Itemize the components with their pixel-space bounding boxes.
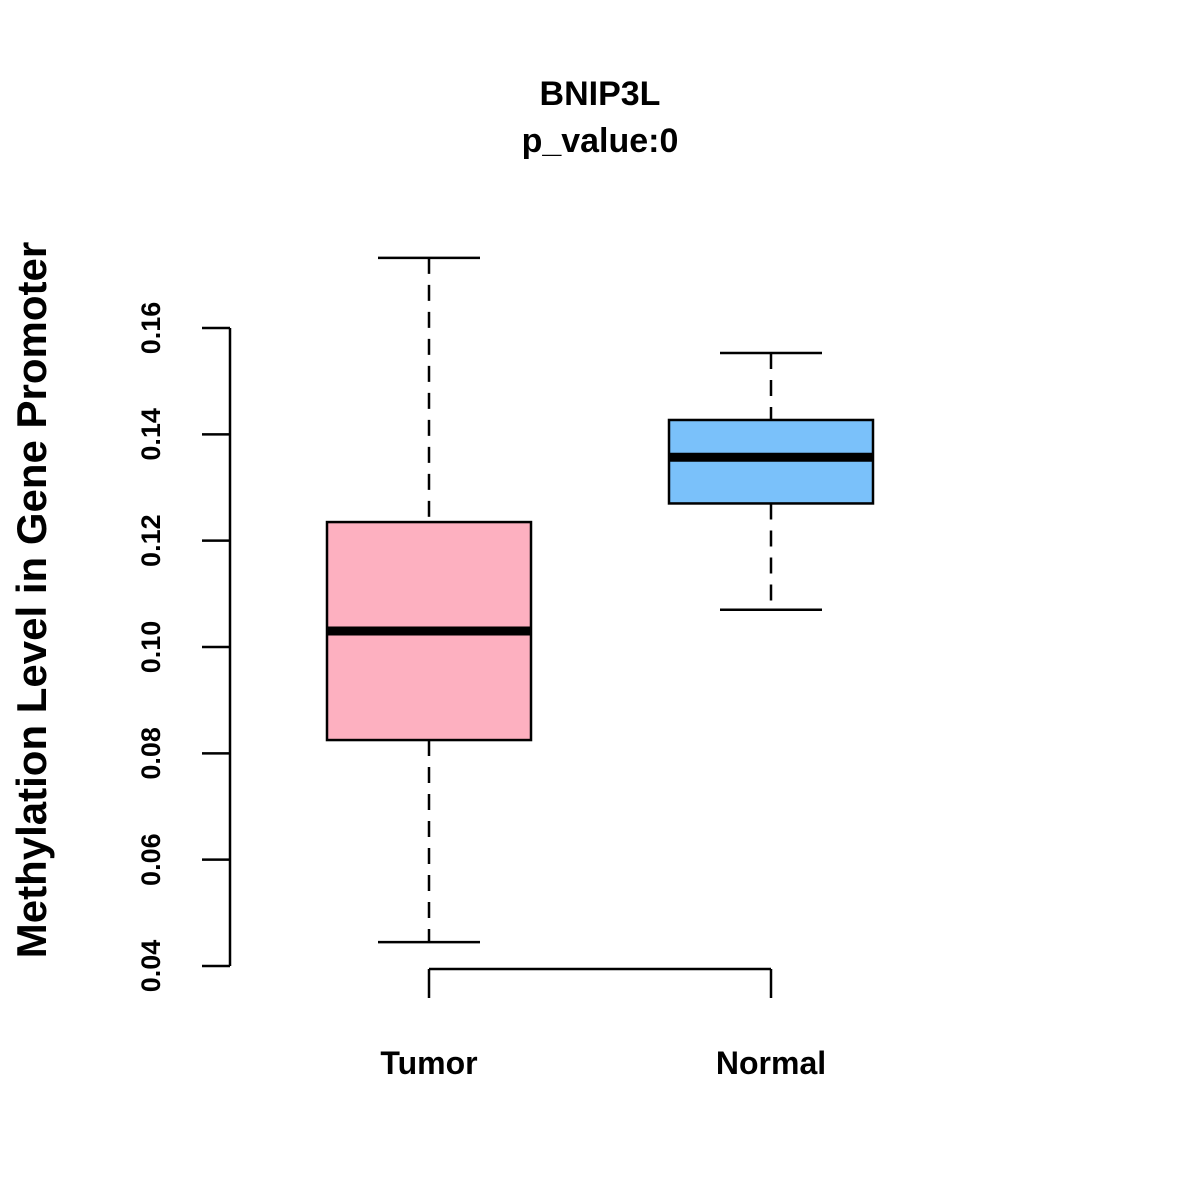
box-tumor	[325, 256, 533, 944]
y-axis: 0.04 0.06 0.08 0.10 0.12 0.14 0.16	[136, 302, 232, 993]
y-tick-label: 0.06	[136, 833, 166, 886]
x-category-label: Tumor	[380, 1045, 477, 1081]
x-axis: Tumor Normal	[380, 967, 826, 1081]
box-iqr	[667, 418, 875, 505]
y-tick-label: 0.10	[136, 621, 166, 674]
y-tick-label: 0.04	[136, 940, 166, 993]
chart-subtitle: p_value:0	[522, 122, 679, 160]
y-tick-label: 0.12	[136, 514, 166, 567]
y-tick-label: 0.08	[136, 727, 166, 780]
box-group	[325, 256, 875, 944]
x-category-label: Normal	[716, 1045, 826, 1081]
chart-title: BNIP3L	[540, 75, 661, 113]
box-normal	[667, 351, 875, 612]
y-tick-label: 0.14	[136, 408, 166, 461]
y-tick-label: 0.16	[136, 302, 166, 355]
y-axis-label: Methylation Level in Gene Promoter	[8, 242, 55, 958]
